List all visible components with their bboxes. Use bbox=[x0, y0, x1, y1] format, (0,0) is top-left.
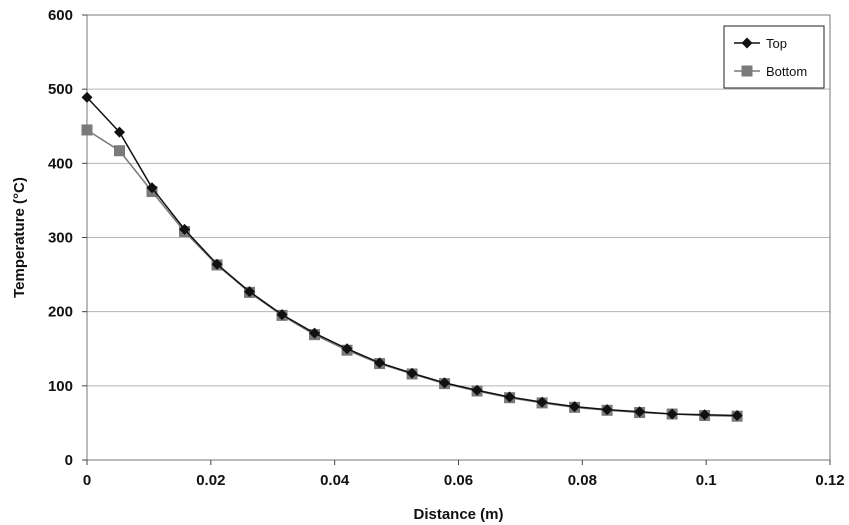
data-point-top bbox=[276, 309, 288, 321]
legend: Top Bottom bbox=[723, 25, 825, 89]
data-point-top bbox=[471, 384, 483, 396]
data-point-top bbox=[114, 126, 126, 138]
data-point-top bbox=[699, 409, 711, 421]
x-tick-label: 0.02 bbox=[196, 472, 225, 489]
legend-box bbox=[723, 25, 825, 89]
data-point-top bbox=[341, 343, 353, 355]
data-point-top bbox=[569, 401, 581, 413]
data-point-bottom bbox=[81, 124, 93, 136]
data-point-top bbox=[146, 182, 158, 194]
x-tick-label: 0 bbox=[83, 472, 91, 489]
data-point-top bbox=[504, 391, 516, 403]
series-top bbox=[81, 91, 743, 421]
data-point-top bbox=[179, 223, 191, 235]
data-point-top bbox=[309, 327, 321, 339]
x-tick-label: 0.1 bbox=[696, 472, 717, 489]
data-point-top bbox=[439, 377, 451, 389]
series-layer bbox=[81, 91, 743, 422]
x-tick-label: 0.04 bbox=[320, 472, 350, 489]
x-axis-title: Distance (m) bbox=[413, 506, 503, 523]
legend-label: Top bbox=[766, 36, 787, 51]
y-tick-label: 400 bbox=[48, 155, 73, 172]
data-point-top bbox=[406, 367, 418, 379]
y-axis-title: Temperature (°C) bbox=[11, 177, 28, 298]
data-point-bottom bbox=[114, 145, 126, 157]
x-tick-label: 0.06 bbox=[444, 472, 473, 489]
data-point-top bbox=[374, 357, 386, 369]
legend-marker-bottom bbox=[741, 65, 753, 77]
legend-marker-top bbox=[741, 37, 753, 49]
data-point-top bbox=[634, 406, 646, 418]
data-point-top bbox=[666, 408, 678, 420]
legend-item-top: Top bbox=[734, 36, 787, 51]
y-tick-label: 0 bbox=[65, 452, 73, 469]
legend-label: Bottom bbox=[766, 64, 807, 79]
y-tick-label: 200 bbox=[48, 304, 73, 321]
y-tick-label: 500 bbox=[48, 81, 73, 98]
y-tick-label: 600 bbox=[48, 7, 73, 24]
data-point-top bbox=[81, 91, 93, 103]
y-tick-label: 100 bbox=[48, 378, 73, 395]
legend-items: Top Bottom bbox=[734, 36, 807, 79]
data-point-top bbox=[211, 258, 223, 270]
data-point-top bbox=[601, 404, 613, 416]
data-point-top bbox=[244, 286, 256, 298]
y-tick-label: 300 bbox=[48, 230, 73, 247]
data-point-top bbox=[536, 396, 548, 408]
y-axis-ticks: 0 100 200 300 400 500 600 bbox=[48, 7, 87, 469]
x-tick-label: 0.12 bbox=[815, 472, 844, 489]
x-tick-label: 0.08 bbox=[568, 472, 597, 489]
data-point-top bbox=[731, 410, 743, 421]
x-axis-ticks: 0 0.02 0.04 0.06 0.08 0.1 0.12 bbox=[83, 460, 845, 489]
legend-item-bottom: Bottom bbox=[734, 64, 807, 79]
